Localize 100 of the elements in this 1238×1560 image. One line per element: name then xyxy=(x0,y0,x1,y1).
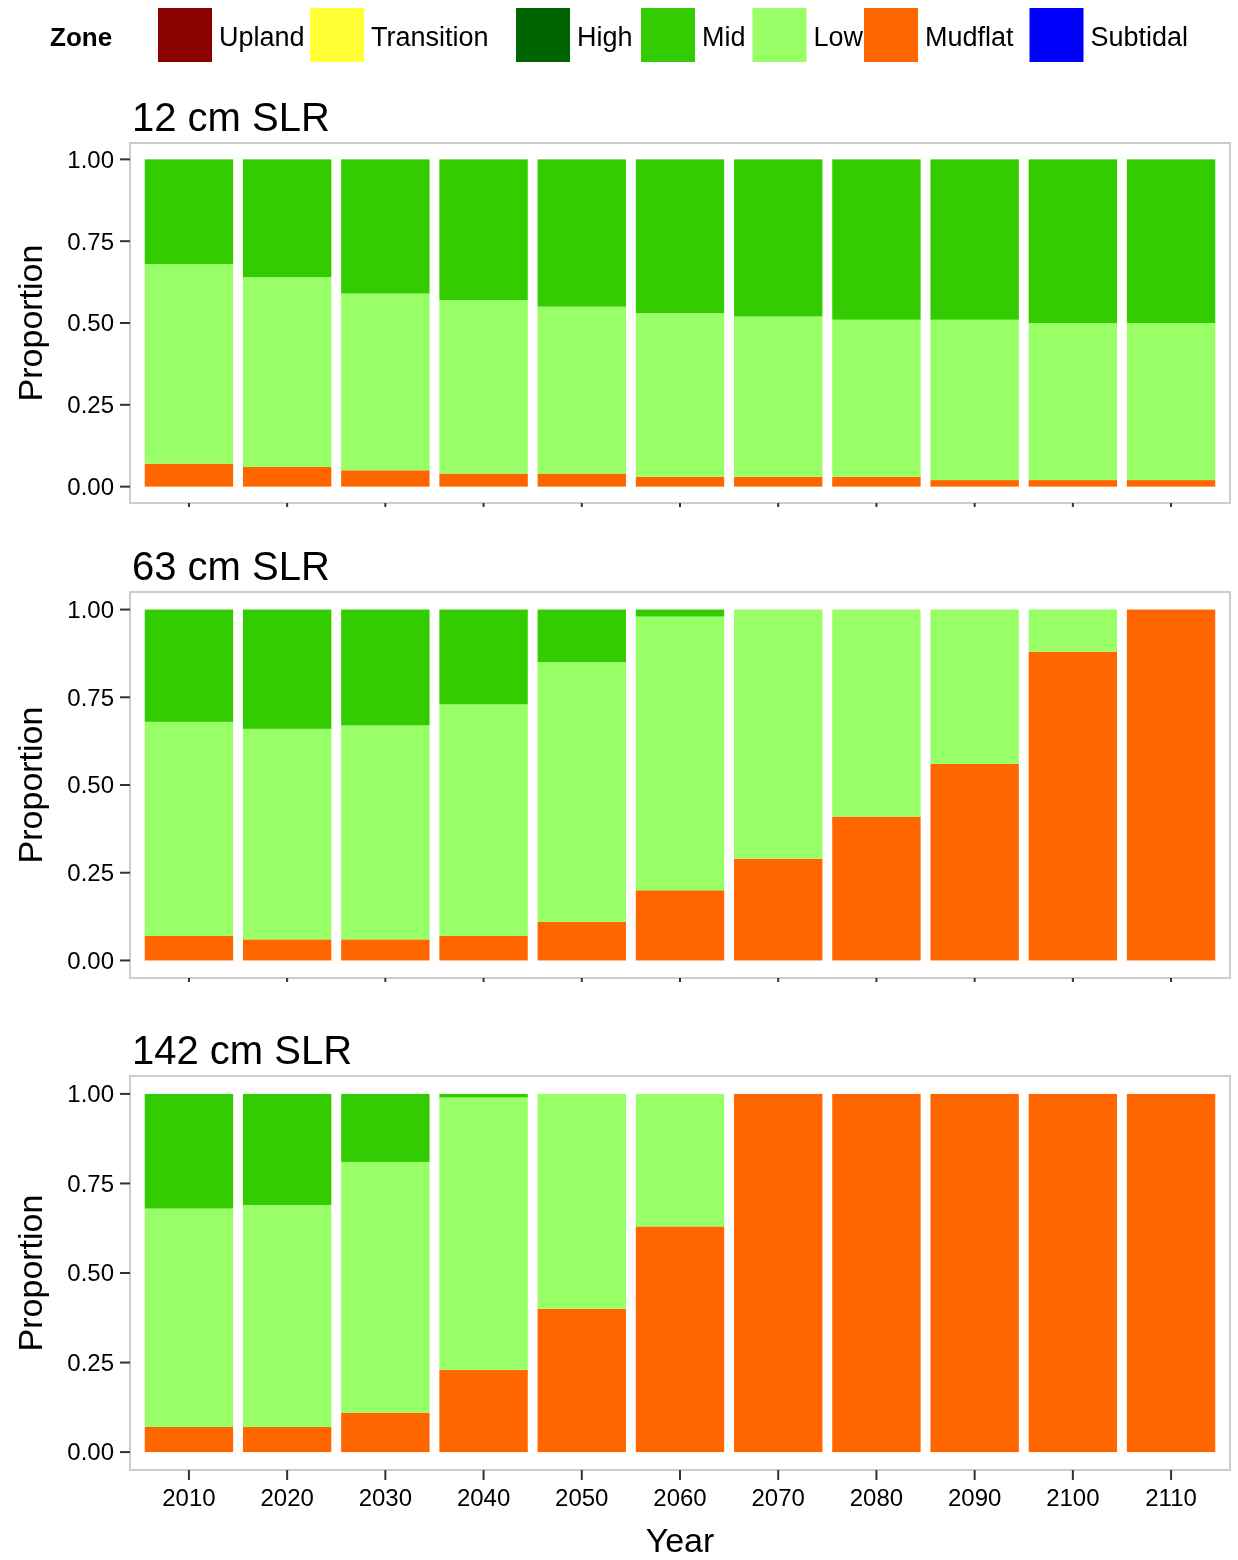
y-tick-label: 0.00 xyxy=(67,473,114,501)
bar xyxy=(635,313,725,477)
chart-title: 142 cm SLR xyxy=(132,1028,353,1072)
legend-label: Subtidal xyxy=(1090,22,1189,52)
x-tick-label: 2070 xyxy=(751,1484,805,1511)
bar xyxy=(1028,609,1118,652)
bar xyxy=(1126,609,1216,961)
bar xyxy=(537,921,626,961)
bar xyxy=(635,616,725,891)
bar xyxy=(341,1093,430,1162)
bar xyxy=(242,1427,332,1453)
bar xyxy=(242,1093,332,1205)
bar xyxy=(832,476,921,487)
x-tick-label: 2020 xyxy=(260,1484,314,1511)
legend-label: High xyxy=(577,22,633,52)
bar xyxy=(439,1097,528,1370)
legend-label: Mudflat xyxy=(925,22,1015,52)
bar xyxy=(635,609,725,617)
bar xyxy=(341,725,430,940)
legend-label: Transition xyxy=(371,22,489,52)
bar xyxy=(341,939,430,961)
y-tick-label: 0.00 xyxy=(67,1438,114,1466)
bar xyxy=(1028,651,1118,961)
y-tick-label: 0.50 xyxy=(67,1259,114,1287)
bar xyxy=(341,609,430,726)
bar xyxy=(734,1093,823,1453)
x-tick-label: 2060 xyxy=(653,1484,707,1511)
bar xyxy=(1028,480,1118,487)
bar xyxy=(1126,159,1216,323)
bar xyxy=(635,476,725,487)
bar xyxy=(832,609,921,817)
bar xyxy=(439,609,528,705)
bar xyxy=(144,264,234,464)
bar xyxy=(734,609,823,859)
bar xyxy=(439,300,528,474)
bar xyxy=(537,1093,626,1309)
bar xyxy=(930,159,1019,320)
y-tick-label: 0.50 xyxy=(67,771,114,799)
y-tick-label: 0.75 xyxy=(67,227,114,255)
y-tick-label: 1.00 xyxy=(67,1080,114,1108)
y-axis-title: Proportion xyxy=(11,706,49,864)
bar xyxy=(144,1093,234,1209)
legend-title: Zone xyxy=(50,22,113,52)
bar xyxy=(832,319,921,477)
bar xyxy=(1126,1093,1216,1453)
bar xyxy=(341,159,430,294)
bar xyxy=(242,728,332,940)
bar xyxy=(242,277,332,467)
x-tick-label: 2050 xyxy=(555,1484,609,1511)
bar xyxy=(341,293,430,471)
bar xyxy=(1126,480,1216,487)
bar xyxy=(635,159,725,314)
bar xyxy=(930,763,1019,961)
bar xyxy=(635,1226,725,1453)
bar xyxy=(832,159,921,320)
bar xyxy=(537,473,626,487)
bar xyxy=(930,1093,1019,1453)
y-axis-title: Proportion xyxy=(11,244,49,402)
y-tick-label: 1.00 xyxy=(67,595,114,623)
x-tick-label: 2040 xyxy=(456,1484,511,1511)
bar xyxy=(439,935,528,961)
x-tick-label: 2090 xyxy=(947,1484,1002,1511)
bar xyxy=(537,1308,626,1453)
x-tick-label: 2110 xyxy=(1145,1484,1197,1511)
bar xyxy=(1028,159,1118,323)
bar xyxy=(439,1369,528,1453)
bar xyxy=(341,470,430,487)
bar xyxy=(144,609,234,722)
bar xyxy=(930,319,1019,481)
bar xyxy=(144,1208,234,1428)
bar xyxy=(144,159,234,265)
bar xyxy=(242,939,332,961)
legend-label: Low xyxy=(813,22,864,52)
bar xyxy=(635,1093,725,1227)
bar xyxy=(242,609,332,729)
bar xyxy=(537,159,626,307)
bar xyxy=(537,306,626,474)
x-tick-label: 2100 xyxy=(1046,1484,1100,1511)
y-tick-label: 0.00 xyxy=(67,946,114,974)
bar xyxy=(1028,323,1118,481)
bar xyxy=(144,1427,234,1453)
y-axis-title: Proportion xyxy=(11,1194,49,1352)
bar xyxy=(242,467,332,487)
bar xyxy=(341,1412,430,1453)
bar xyxy=(144,721,234,936)
bar xyxy=(144,463,234,487)
bar xyxy=(242,159,332,278)
bar xyxy=(439,159,528,301)
x-axis-title: Year xyxy=(645,1521,715,1559)
x-tick-label: 2080 xyxy=(849,1484,904,1511)
bar xyxy=(341,1161,430,1413)
bar xyxy=(537,609,626,663)
bar xyxy=(144,935,234,961)
bar xyxy=(537,662,626,922)
bar xyxy=(832,816,921,961)
bar xyxy=(734,159,823,317)
bar xyxy=(1126,323,1216,481)
chart-title: 12 cm SLR xyxy=(132,95,330,139)
bar xyxy=(832,1093,921,1453)
y-tick-label: 1.00 xyxy=(67,145,114,173)
